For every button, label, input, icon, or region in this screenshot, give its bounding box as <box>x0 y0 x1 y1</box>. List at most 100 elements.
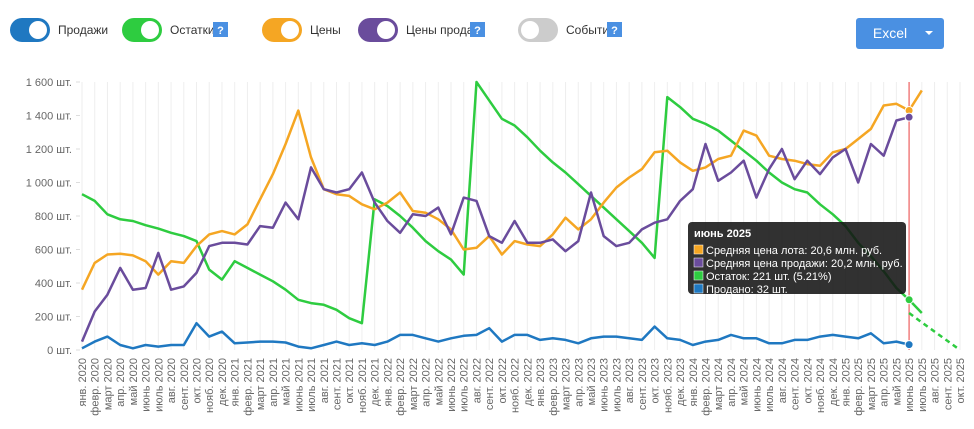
x-tick-label: июнь 2022 <box>446 358 458 412</box>
x-tick-label: дек. 2024 <box>828 358 840 406</box>
x-tick-label: янв. 2021 <box>230 358 242 406</box>
series-line <box>80 89 923 291</box>
knob <box>281 21 299 39</box>
knob <box>29 21 47 39</box>
x-tick-label: окт. 2025 <box>955 358 967 403</box>
help-mark: ? <box>474 25 481 37</box>
export-button[interactable] <box>856 18 944 49</box>
x-tick-label: сент. 2022 <box>484 358 496 410</box>
tooltip-swatch <box>693 257 704 268</box>
series-line <box>80 115 910 343</box>
x-tick-label: нояб. 2023 <box>662 358 674 413</box>
hover-point <box>904 112 914 122</box>
tooltip-line: Остаток: 221 шт. (5.21%) <box>706 271 832 283</box>
toggle-label: Цены <box>310 23 341 37</box>
x-tick-label: март 2023 <box>561 358 573 410</box>
x-tick-label: февр. 2024 <box>701 358 713 416</box>
x-tick-label: июнь 2025 <box>904 358 916 412</box>
y-tick-label: 1 200 шт. <box>26 144 72 156</box>
x-tick-label: окт. 2023 <box>650 358 662 403</box>
x-tick-label: дек. 2020 <box>217 358 229 406</box>
toggle-label: События <box>566 23 616 37</box>
x-tick-label: окт. 2024 <box>802 358 814 403</box>
tooltip-swatch <box>693 270 704 281</box>
y-tick-label: 800 шт. <box>35 211 72 223</box>
x-tick-label: июль 2024 <box>764 358 776 412</box>
x-tick-label: июнь 2020 <box>141 358 153 412</box>
help-icon[interactable] <box>213 22 228 37</box>
x-tick-label: дек. 2021 <box>370 358 382 406</box>
x-tick-label: май 2023 <box>586 358 598 405</box>
series-line <box>81 321 910 350</box>
export-label: Excel <box>873 25 907 41</box>
y-tick-label: 1 400 шт. <box>26 111 72 123</box>
x-tick-label: янв. 2020 <box>77 358 89 406</box>
y-tick-label: 400 шт. <box>35 278 72 290</box>
x-tick-label: окт. 2022 <box>497 358 509 403</box>
tooltip-swatch <box>693 283 704 294</box>
x-tick-label: июль 2022 <box>459 358 471 412</box>
x-tick-label: май 2020 <box>128 358 140 405</box>
x-tick-label: февр. 2021 <box>242 358 254 416</box>
y-tick-label: 600 шт. <box>35 245 72 257</box>
x-tick-label: сент. 2025 <box>942 358 954 410</box>
x-tick-label: март 2021 <box>255 358 267 410</box>
tooltip-line: Средняя цена продажи: 20,2 млн. руб. <box>706 258 903 270</box>
x-tick-label: авг. 2024 <box>777 358 789 403</box>
x-tick-label: апр. 2024 <box>726 358 738 407</box>
x-tick-label: март 2025 <box>866 358 878 410</box>
x-tick-label: авг. 2020 <box>166 358 178 403</box>
x-tick-label: март 2020 <box>102 358 114 410</box>
dropdown-caret <box>925 31 933 35</box>
x-tick-label: июль 2021 <box>306 358 318 412</box>
x-tick-label: май 2025 <box>891 358 903 405</box>
x-tick-label: февр. 2025 <box>853 358 865 416</box>
x-tick-label: май 2022 <box>433 358 445 405</box>
x-tick-label: февр. 2022 <box>395 358 407 416</box>
x-tick-label: нояб. 2024 <box>815 358 827 413</box>
x-tick-label: нояб. 2021 <box>357 358 369 413</box>
x-tick-label: авг. 2025 <box>930 358 942 403</box>
x-tick-label: дек. 2022 <box>522 358 534 406</box>
x-tick-label: июнь 2024 <box>751 358 763 412</box>
x-tick-label: сент. 2020 <box>179 358 191 410</box>
x-tick-label: окт. 2020 <box>192 358 204 403</box>
y-tick-label: 200 шт. <box>35 312 72 324</box>
y-tick-label: 0 шт. <box>47 345 72 357</box>
x-tick-label: февр. 2023 <box>548 358 560 416</box>
x-tick-label: июль 2020 <box>153 358 165 412</box>
x-tick-label: авг. 2022 <box>471 358 483 403</box>
x-tick-label: авг. 2021 <box>319 358 331 403</box>
hover-point <box>904 295 914 305</box>
x-tick-label: июль 2023 <box>611 358 623 412</box>
tooltip <box>688 222 906 294</box>
y-tick-label: 1 000 шт. <box>26 178 72 190</box>
x-tick-label: дек. 2023 <box>675 358 687 406</box>
x-tick-label: май 2021 <box>281 358 293 405</box>
series-line <box>81 80 923 325</box>
hover-point <box>904 340 914 350</box>
tooltip-line: Продано: 32 шт. <box>706 284 788 296</box>
toggles[interactable]: Продажи Остатки ? Цены Цены продаж ? Соб… <box>10 18 622 42</box>
help-mark: ? <box>611 25 618 37</box>
x-tick-label: янв. 2025 <box>840 358 852 406</box>
x-tick-label: сент. 2024 <box>790 358 802 410</box>
toggle-label: Продажи <box>58 23 108 37</box>
knob <box>141 21 159 39</box>
x-tick-label: сент. 2023 <box>637 358 649 410</box>
x-tick-label: март 2024 <box>713 358 725 410</box>
tooltip-swatch <box>693 244 704 255</box>
x-tick-label: апр. 2023 <box>573 358 585 407</box>
help-icon[interactable] <box>607 22 622 37</box>
x-tick-label: июнь 2021 <box>293 358 305 412</box>
help-icon[interactable] <box>470 22 485 37</box>
x-tick-label: апр. 2025 <box>879 358 891 407</box>
plot: янв. 2020 февр. 2020 март 2020 апр. 2020 май… <box>26 77 967 416</box>
x-tick-label: апр. 2020 <box>115 358 127 407</box>
x-tick-label: нояб. 2020 <box>204 358 216 413</box>
forecast-line <box>908 311 961 352</box>
tooltip-title: июнь 2025 <box>694 228 751 240</box>
toggle-label: Цены продаж <box>406 23 481 37</box>
x-tick-label: нояб. 2022 <box>510 358 522 413</box>
